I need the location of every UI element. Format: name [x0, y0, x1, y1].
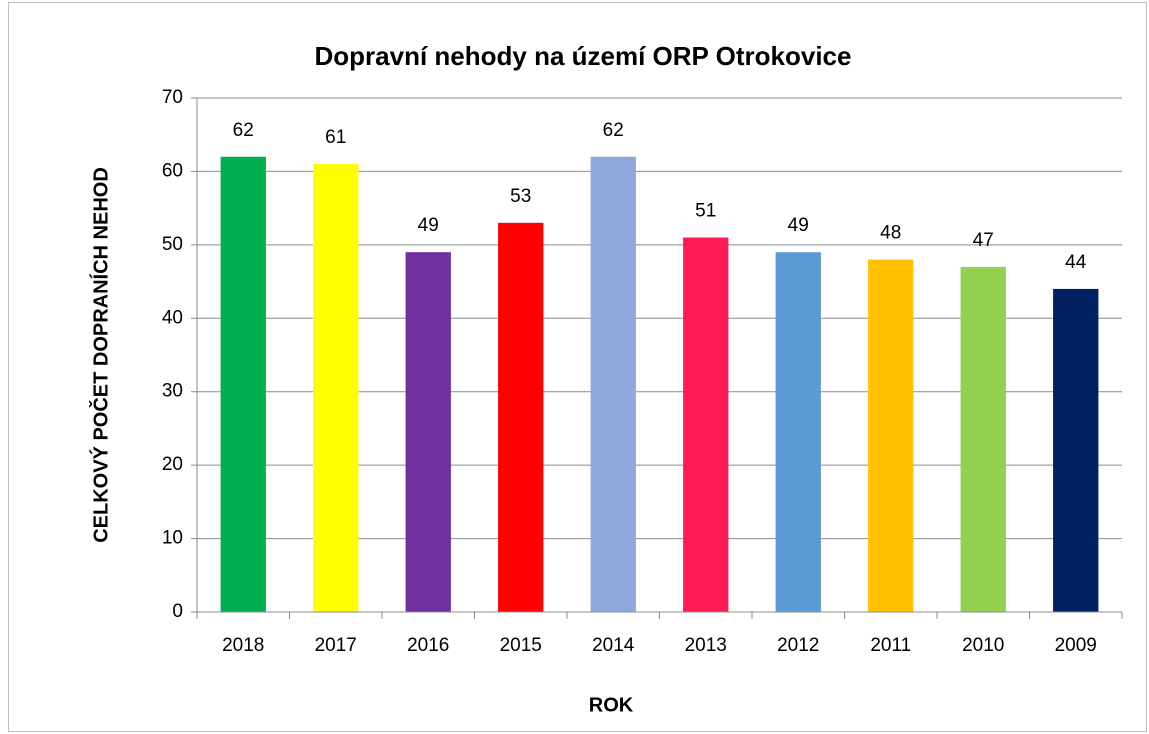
data-label: 47 — [973, 230, 994, 251]
x-tick-label: 2010 — [962, 635, 1004, 656]
data-label: 51 — [695, 201, 716, 222]
data-label: 44 — [1065, 252, 1087, 273]
chart-frame — [8, 2, 1147, 732]
data-label: 53 — [510, 186, 531, 207]
y-tick-label: 70 — [162, 87, 183, 108]
y-tick-label: 40 — [162, 307, 183, 328]
bar — [1053, 288, 1099, 612]
data-label: 62 — [233, 120, 254, 141]
x-tick-label: 2009 — [1055, 635, 1097, 656]
bar — [868, 259, 914, 612]
x-tick-label: 2014 — [592, 635, 635, 656]
x-tick-label: 2017 — [315, 635, 357, 656]
y-axis-title: CELKOVÝ POČET DOPRANÍCH NEHOD — [88, 167, 112, 543]
chart-title: Dopravní nehody na území ORP Otrokovice — [315, 41, 852, 71]
x-tick-label: 2013 — [685, 635, 727, 656]
y-tick-label: 0 — [172, 601, 183, 622]
bar — [590, 156, 636, 612]
y-tick-label: 20 — [162, 454, 183, 475]
bar — [960, 266, 1006, 612]
data-label: 61 — [325, 127, 346, 148]
x-tick-label: 2018 — [222, 635, 264, 656]
data-label: 49 — [788, 215, 809, 236]
y-tick-label: 30 — [162, 381, 183, 402]
bar — [313, 164, 359, 613]
bar — [683, 237, 729, 612]
y-tick-label: 60 — [162, 160, 183, 181]
x-tick-label: 2015 — [500, 635, 542, 656]
data-label: 62 — [603, 120, 624, 141]
x-axis-title: ROK — [589, 694, 634, 716]
bar — [498, 222, 544, 613]
x-tick-label: 2012 — [777, 635, 819, 656]
y-tick-label: 10 — [162, 528, 183, 549]
y-tick-label: 50 — [162, 234, 183, 255]
x-tick-label: 2011 — [870, 635, 911, 656]
data-label: 48 — [880, 223, 901, 244]
x-tick-label: 2016 — [407, 635, 449, 656]
bar — [405, 252, 451, 612]
data-label: 49 — [418, 215, 439, 236]
bar — [220, 156, 266, 612]
bar — [775, 252, 821, 612]
